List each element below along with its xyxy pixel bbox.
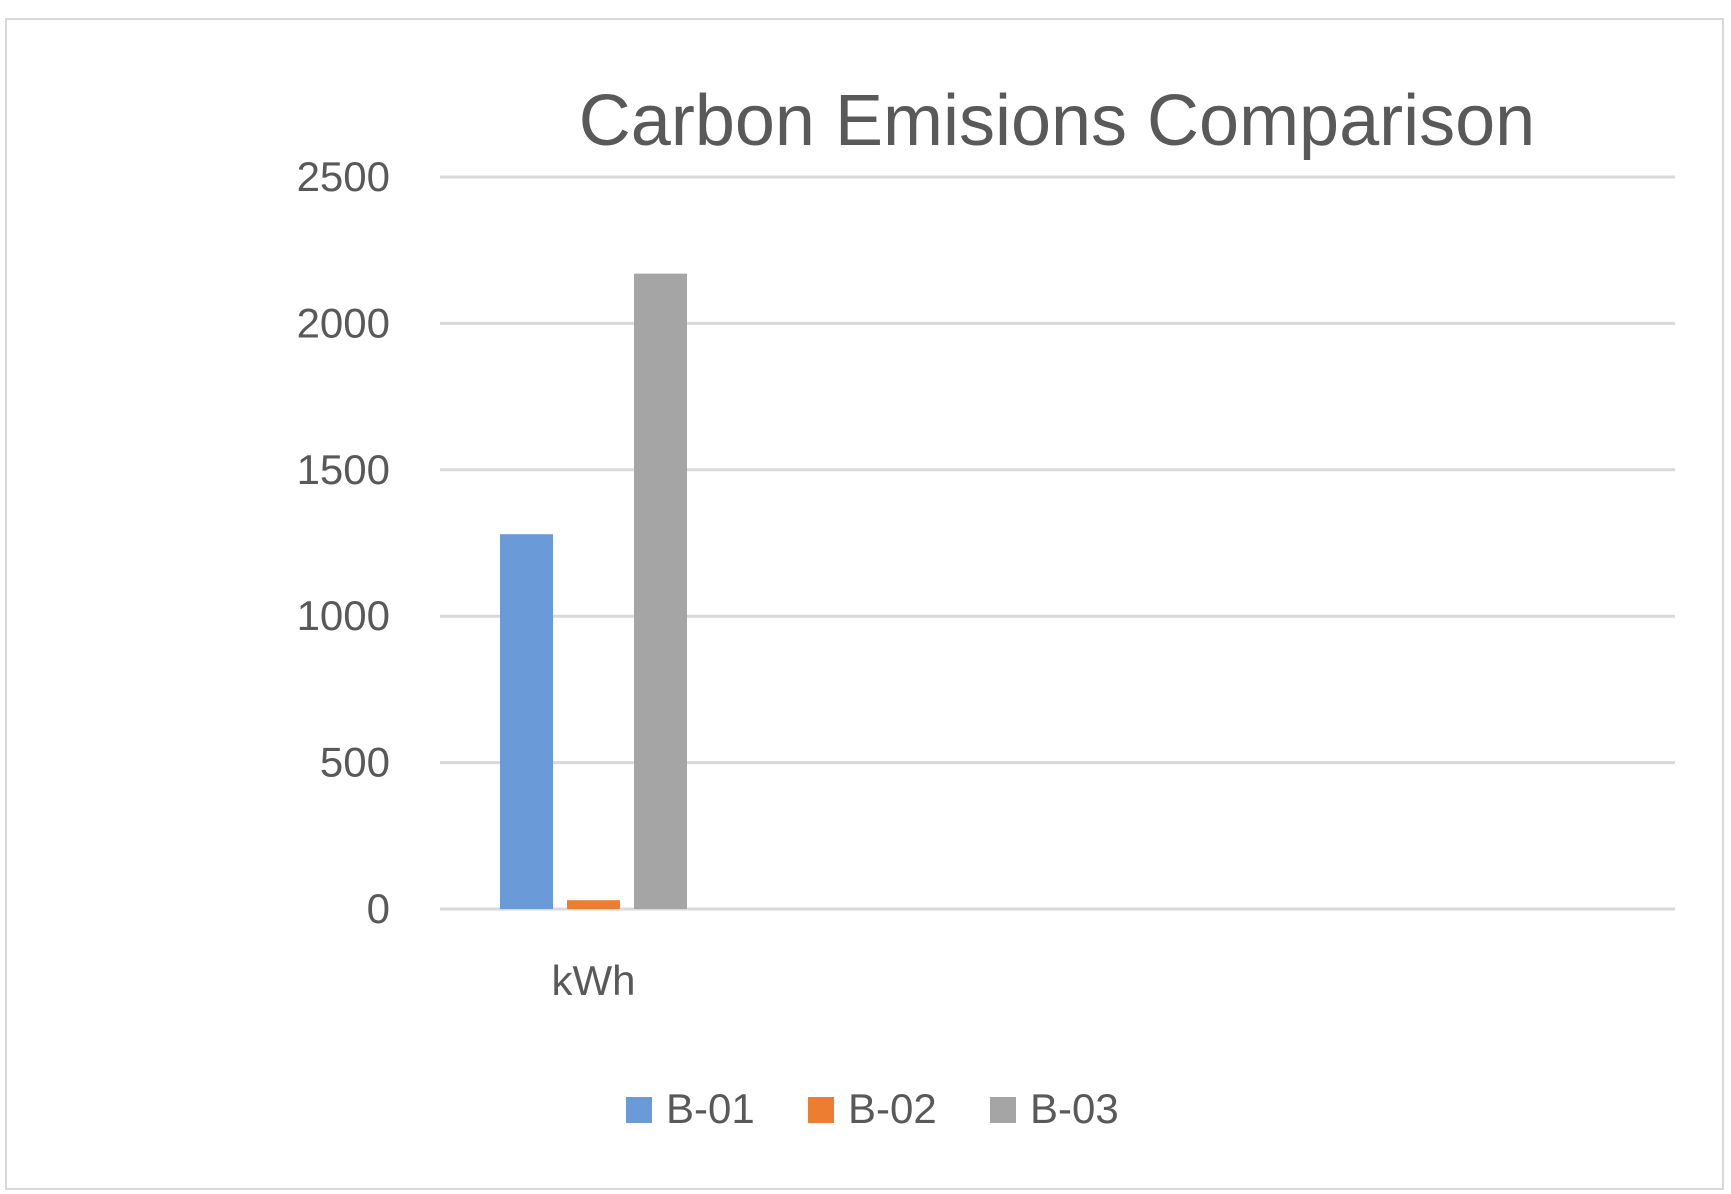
gridlines	[440, 175, 1675, 911]
chart-frame	[5, 18, 1724, 1190]
bar-b-02	[567, 900, 620, 909]
legend-swatch-b-01	[626, 1097, 652, 1123]
bar-b-03	[634, 273, 687, 909]
chart-title: Carbon Emisions Comparison	[579, 81, 1535, 161]
legend-swatch-b-02	[808, 1097, 834, 1123]
y-tick-label: 0	[367, 885, 390, 932]
bar-b-01	[500, 534, 553, 909]
legend-label-b-02: B-02	[848, 1085, 937, 1132]
x-axis-ticks: kWh	[552, 957, 636, 1004]
y-tick-label: 2000	[297, 299, 390, 346]
y-axis-ticks: 0 500 1000 1500 2000 2500	[297, 153, 390, 932]
legend-swatch-b-03	[990, 1097, 1016, 1123]
x-tick-label: kWh	[552, 957, 636, 1004]
legend: B-01 B-02 B-03	[626, 1085, 1119, 1132]
bars	[500, 273, 687, 909]
y-tick-label: 500	[320, 739, 390, 786]
legend-label-b-03: B-03	[1030, 1085, 1119, 1132]
y-tick-label: 1000	[297, 592, 390, 639]
y-tick-label: 2500	[297, 153, 390, 200]
y-tick-label: 1500	[297, 446, 390, 493]
legend-label-b-01: B-01	[666, 1085, 755, 1132]
